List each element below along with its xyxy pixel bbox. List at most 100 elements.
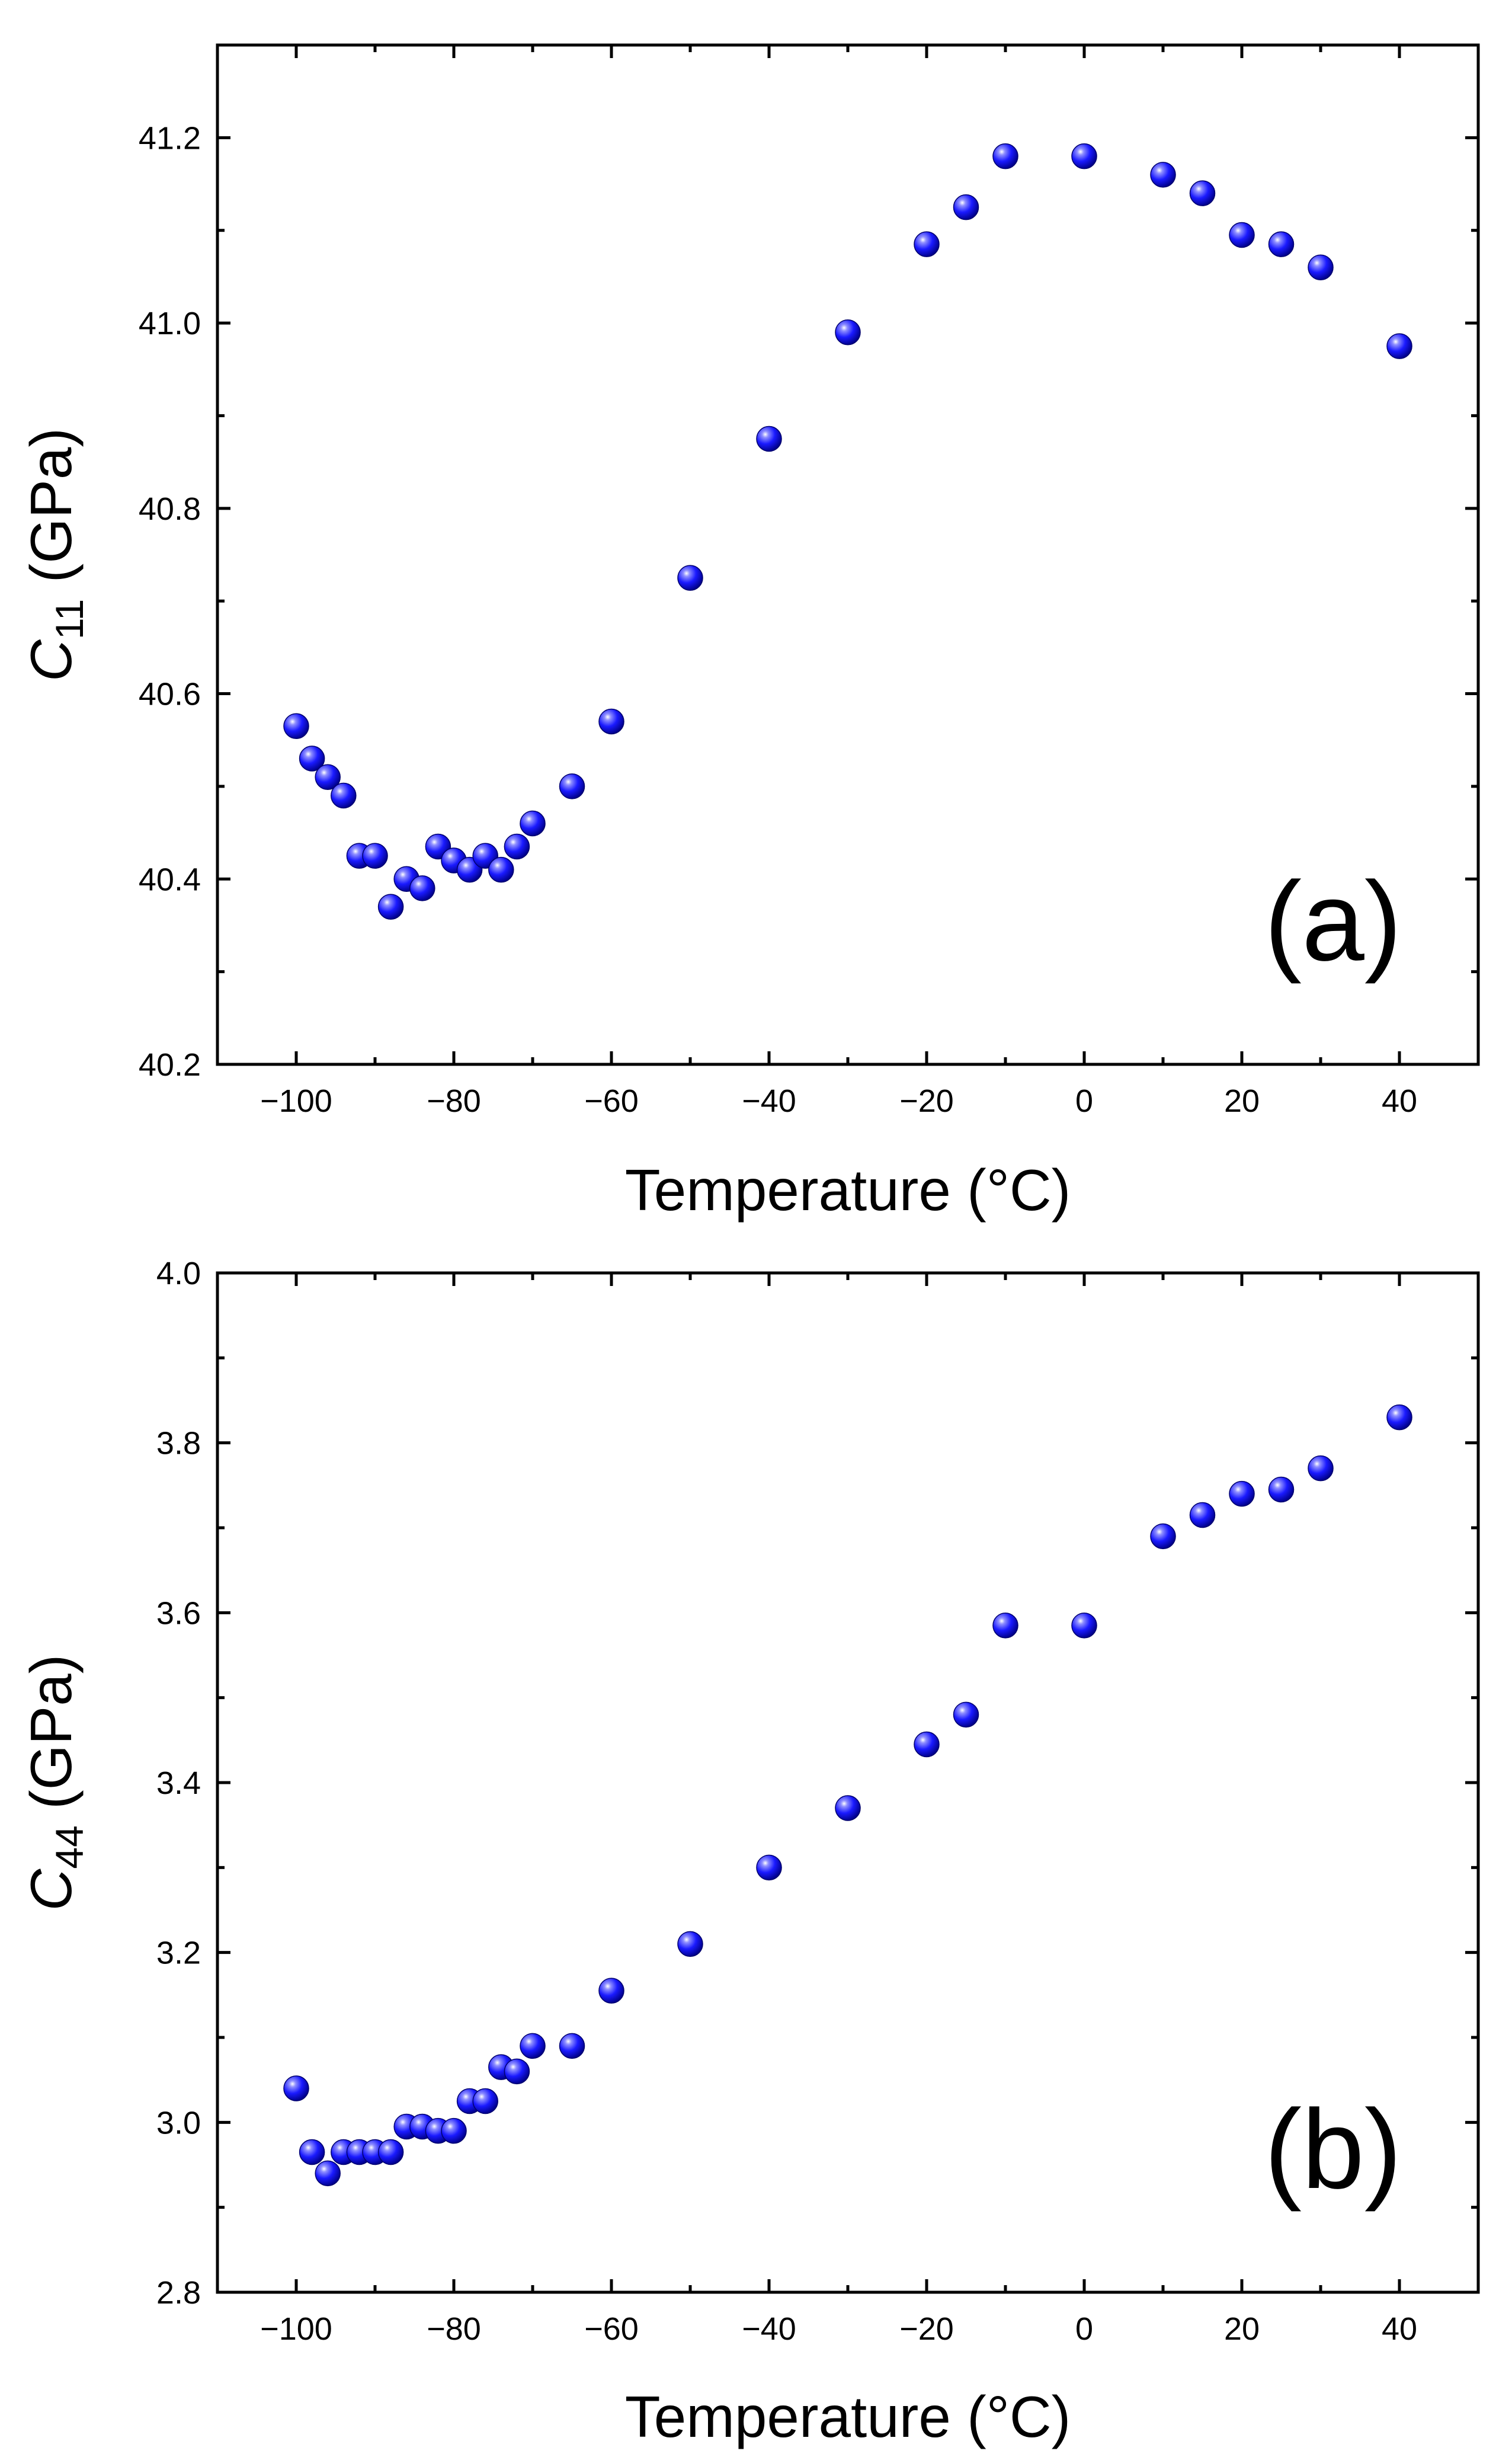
data-point: [992, 1613, 1018, 1639]
y-axis-title-unit-b: (GPa): [18, 1655, 84, 1826]
x-tick-label: 0: [1075, 2311, 1093, 2347]
tick-marks-a: [217, 45, 1478, 1066]
y-tick-labels-a: 40.2 40.4 40.6 40.8 41.0 41.2: [139, 120, 201, 1083]
data-point: [1268, 1476, 1295, 1503]
x-axis-title-a: Temperature (°C): [625, 1157, 1071, 1223]
y-tick-label: 40.2: [139, 1047, 201, 1083]
data-point: [559, 2033, 585, 2059]
data-point: [1189, 1502, 1216, 1528]
data-points-b: [283, 1404, 1412, 2187]
panel-label-b: (b): [1264, 2087, 1402, 2212]
data-point: [377, 894, 404, 920]
data-point: [283, 2075, 309, 2101]
data-point: [953, 194, 979, 220]
data-point: [1268, 231, 1295, 257]
panel-b: −100 −80 −60 −40 −20 0 20 40 2.8 3.0 3.2 3.4 3.6 3.8…: [18, 1256, 1480, 2449]
data-point: [504, 2058, 530, 2085]
data-points-a: [283, 143, 1412, 920]
y-axis-title-subscript-b: 44: [47, 1825, 91, 1869]
y-axis-title-unit-a: (GPa): [18, 428, 84, 599]
data-point: [1071, 1613, 1097, 1639]
y-tick-label: 40.8: [139, 491, 201, 527]
y-tick-label: 3.4: [156, 1765, 201, 1801]
x-tick-label: −100: [260, 1083, 332, 1119]
data-point: [488, 856, 514, 883]
y-tick-label: 3.6: [156, 1595, 201, 1631]
data-point: [953, 1701, 979, 1728]
data-point: [835, 1795, 861, 1821]
y-axis-title-symbol-a: C: [18, 639, 84, 682]
data-point: [377, 2139, 404, 2165]
data-point: [992, 143, 1018, 169]
x-tick-label: −100: [260, 2311, 332, 2347]
data-point: [299, 2139, 325, 2165]
y-axis-title-a: C11 (GPa): [18, 428, 91, 682]
data-point: [472, 2088, 498, 2114]
data-point: [1308, 254, 1334, 281]
data-point: [299, 746, 325, 772]
y-axis-title-b: C44 (GPa): [18, 1655, 91, 1911]
x-tick-label: 0: [1075, 1083, 1093, 1119]
data-point: [315, 764, 341, 791]
data-point: [315, 2160, 341, 2187]
data-point: [914, 231, 940, 257]
data-point: [677, 565, 703, 591]
y-tick-labels-b: 2.8 3.0 3.2 3.4 3.6 3.8 4.0: [156, 1256, 201, 2311]
data-point: [835, 319, 861, 345]
x-tick-label: −20: [899, 2311, 954, 2347]
data-point: [756, 1854, 782, 1881]
data-point: [409, 875, 435, 901]
y-tick-label: 2.8: [156, 2275, 201, 2311]
tick-marks-b: [217, 1271, 1478, 2294]
data-point: [1386, 333, 1412, 359]
data-point: [1189, 180, 1216, 206]
data-point: [1071, 143, 1097, 169]
y-tick-label: 4.0: [156, 1256, 201, 1291]
y-tick-label: 3.2: [156, 1935, 201, 1971]
x-tick-label: 20: [1224, 2311, 1260, 2347]
data-point: [756, 426, 782, 452]
x-tick-label: 40: [1382, 2311, 1417, 2347]
x-tick-labels-b: −100 −80 −60 −40 −20 0 20 40: [260, 2311, 1417, 2347]
y-axis-title-symbol-b: C: [18, 1868, 84, 1911]
data-point: [1386, 1404, 1412, 1431]
x-tick-label: 40: [1382, 1083, 1417, 1119]
data-point: [1229, 1480, 1255, 1507]
y-tick-label: 41.0: [139, 306, 201, 341]
x-tick-label: −40: [742, 2311, 796, 2347]
panel-a: −100 −80 −60 −40 −20 0 20 40 40.2 40.4 40.6 40.8 41…: [18, 43, 1480, 1223]
data-point: [1308, 1455, 1334, 1482]
y-tick-label: 41.2: [139, 120, 201, 156]
data-point: [598, 1978, 624, 2004]
data-point: [520, 810, 546, 837]
y-tick-label: 3.0: [156, 2105, 201, 2141]
y-tick-label: 3.8: [156, 1426, 201, 1461]
y-axis-title-subscript-a: 11: [47, 599, 91, 640]
x-tick-label: 20: [1224, 1083, 1260, 1119]
data-point: [559, 773, 585, 799]
data-point: [504, 833, 530, 860]
data-point: [1229, 222, 1255, 248]
y-tick-label: 40.4: [139, 862, 201, 897]
data-point: [677, 1931, 703, 1957]
data-point: [283, 713, 309, 740]
data-point: [362, 843, 388, 869]
panel-label-a: (a): [1264, 859, 1402, 984]
data-point: [914, 1731, 940, 1758]
x-tick-label: −40: [742, 1083, 796, 1119]
data-point: [331, 782, 357, 809]
data-point: [1150, 1523, 1176, 1550]
y-tick-label: 40.6: [139, 677, 201, 712]
x-tick-label: −80: [427, 1083, 481, 1119]
x-tick-label: −60: [584, 2311, 639, 2347]
x-axis-title-b: Temperature (°C): [625, 2384, 1071, 2449]
data-point: [520, 2033, 546, 2059]
data-point: [441, 2117, 467, 2144]
x-tick-label: −60: [584, 1083, 639, 1119]
x-tick-labels-a: −100 −80 −60 −40 −20 0 20 40: [260, 1083, 1417, 1119]
x-tick-label: −80: [427, 2311, 481, 2347]
data-point: [1150, 162, 1176, 188]
x-tick-label: −20: [899, 1083, 954, 1119]
data-point: [598, 708, 624, 735]
